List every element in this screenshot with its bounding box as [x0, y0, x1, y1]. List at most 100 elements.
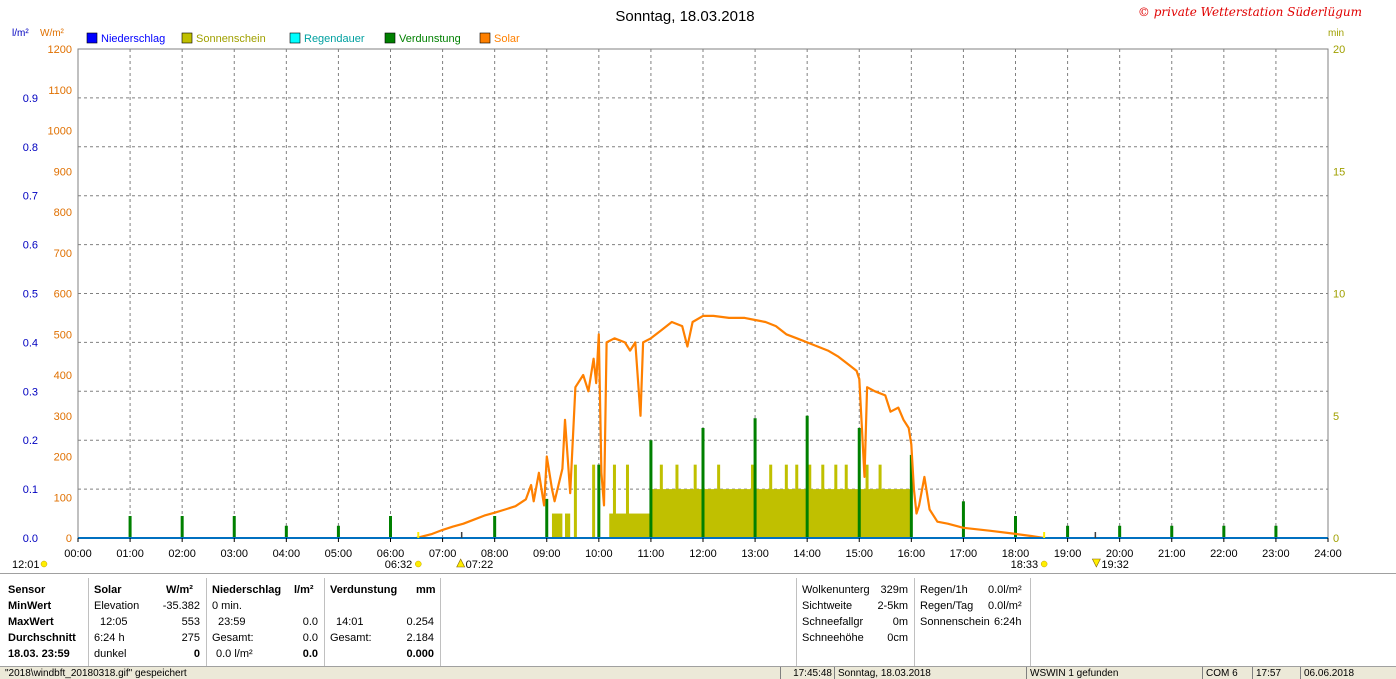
status-port: COM 6: [1202, 667, 1252, 679]
x-tick-1: 01:00: [116, 548, 144, 560]
evap-bar-17: [1066, 525, 1070, 538]
snow-depth-label: Schneehöhe: [802, 632, 864, 644]
noon-time: 12:01: [12, 559, 40, 571]
solar-min-label: Elevation: [94, 600, 140, 612]
rain-day-label: Regen/Tag: [920, 600, 974, 612]
cloud-base-value: 329m: [880, 584, 908, 596]
min-tick-1: 5: [1333, 411, 1339, 423]
snowline-value: 0m: [892, 616, 908, 628]
solar-tick-2: 200: [54, 452, 72, 464]
stats-panel: Sensor MinWert MaxWert Durchschnitt 18.0…: [0, 573, 1396, 666]
legend-label-3: Verdunstung: [399, 33, 461, 45]
rain-tick-5: 0.5: [23, 289, 38, 301]
sunshine-spike-5: [675, 464, 679, 538]
rain-day-value: 0.0l/m²: [988, 600, 1022, 612]
x-tick-21: 21:00: [1158, 548, 1186, 560]
solar-header: Solar: [94, 584, 122, 596]
rain-current-value: 0.0: [302, 648, 318, 660]
cloud-base-label: Wolkenunterg: [802, 584, 870, 596]
axes: 0100200300400500600700800900100011001200…: [23, 44, 1346, 560]
rain-total-label: Gesamt:: [212, 632, 254, 644]
snowline-label: Schneefallgr: [802, 616, 864, 628]
x-tick-18: 18:00: [1002, 548, 1030, 560]
sunshine-bar-2: [609, 513, 651, 538]
evap-bar-16: [1014, 515, 1017, 538]
rain-tick-6: 0.6: [23, 240, 38, 252]
rain-tick-4: 0.4: [23, 337, 38, 349]
weather-chart: Sonntag, 18.03.2018 © private Wetterstat…: [12, 5, 1362, 571]
status-bar: "2018\windbft_20180318.gif" gespeichert …: [0, 666, 1396, 679]
status-file: "2018\windbft_20180318.gif" gespeichert: [5, 668, 187, 679]
solar-line: [416, 314, 1045, 540]
evap-bar-7: [545, 498, 549, 538]
evap-bar-10: [701, 427, 705, 538]
civil-start-time: 07:22: [466, 559, 494, 571]
min-tick-2: 10: [1333, 289, 1345, 301]
evap-max-time: 14:01: [336, 616, 364, 628]
x-tick-14: 14:00: [793, 548, 821, 560]
right-unit-min: min: [1328, 28, 1344, 39]
solar-series: [416, 314, 1045, 540]
left-unit-rain: l/m²: [12, 28, 29, 39]
solar-tick-0: 0: [66, 533, 72, 545]
evap-bar-15: [961, 501, 965, 538]
sunshine-series: [551, 464, 912, 538]
evap-bar-20: [1222, 525, 1226, 538]
status-time: 17:45:48: [780, 667, 835, 679]
rain-tick-1: 0.1: [23, 484, 38, 496]
x-tick-16: 16:00: [898, 548, 926, 560]
legend-label-1: Sonnenschein: [196, 33, 266, 45]
x-tick-12: 12:00: [689, 548, 717, 560]
evap-bar-11: [753, 418, 757, 538]
civil-start-icon: [456, 558, 466, 568]
evap-bar-3: [284, 525, 288, 538]
evap-bar-0: [128, 515, 132, 538]
rain-max-value: 0.0: [302, 616, 318, 628]
rain-unit: l/m²: [294, 584, 314, 596]
left-unit-solar: W/m²: [40, 28, 65, 39]
solar-tick-6: 600: [54, 289, 72, 301]
evap-header: Verdunstung: [330, 584, 398, 596]
evap-bar-6: [493, 515, 497, 538]
rain-min-label: 0 min.: [212, 600, 242, 612]
visibility-label: Sichtweite: [802, 600, 853, 612]
rain-1h-value: 0.0l/m²: [988, 584, 1022, 596]
noon-sun-icon: [40, 560, 48, 568]
solar-tick-11: 1100: [48, 85, 72, 97]
solar-tick-3: 300: [54, 411, 72, 423]
x-tick-10: 10:00: [585, 548, 613, 560]
evap-bar-19: [1170, 525, 1174, 538]
sunset-sun-icon: [1040, 560, 1048, 568]
rain-max-time: 23:59: [218, 616, 246, 628]
x-tick-3: 03:00: [220, 548, 248, 560]
sunshine-spike-15: [844, 464, 848, 538]
sunshine-spike-12: [808, 464, 812, 538]
sunshine-spike-0: [573, 464, 577, 538]
status-device: WSWIN 1 gefunden: [1026, 667, 1198, 679]
x-tick-11: 11:00: [638, 548, 665, 560]
legend-label-2: Regendauer: [304, 33, 365, 45]
solar-unit: W/m²: [166, 584, 193, 596]
x-tick-6: 06:00: [377, 548, 405, 560]
rain-tick-7: 0.7: [23, 191, 38, 203]
evap-bar-13: [857, 427, 861, 538]
evap-bar-9: [649, 440, 653, 538]
copyright-text: © private Wetterstation Süderlügum: [1138, 5, 1362, 19]
solar-avg-time: 6:24 h: [94, 632, 125, 644]
x-tick-24: 24:00: [1314, 548, 1342, 560]
sensor-header: Sensor: [8, 584, 46, 596]
legend-label-0: Niederschlag: [101, 33, 165, 45]
evap-max-value: 0.254: [406, 616, 434, 628]
sunshine-spike-2: [612, 464, 616, 538]
x-tick-13: 13:00: [741, 548, 769, 560]
sunrise-time: 06:32: [385, 559, 413, 571]
evap-bar-18: [1118, 525, 1122, 538]
x-tick-7: 07:00: [429, 548, 457, 560]
evap-bar-8: [597, 464, 601, 538]
solar-tick-8: 800: [54, 207, 72, 219]
x-tick-9: 09:00: [533, 548, 561, 560]
sunshine-bar-5: [755, 489, 808, 538]
sunshine-bar-6: [807, 489, 860, 538]
evap-bar-4: [336, 525, 340, 538]
x-tick-5: 05:00: [325, 548, 353, 560]
